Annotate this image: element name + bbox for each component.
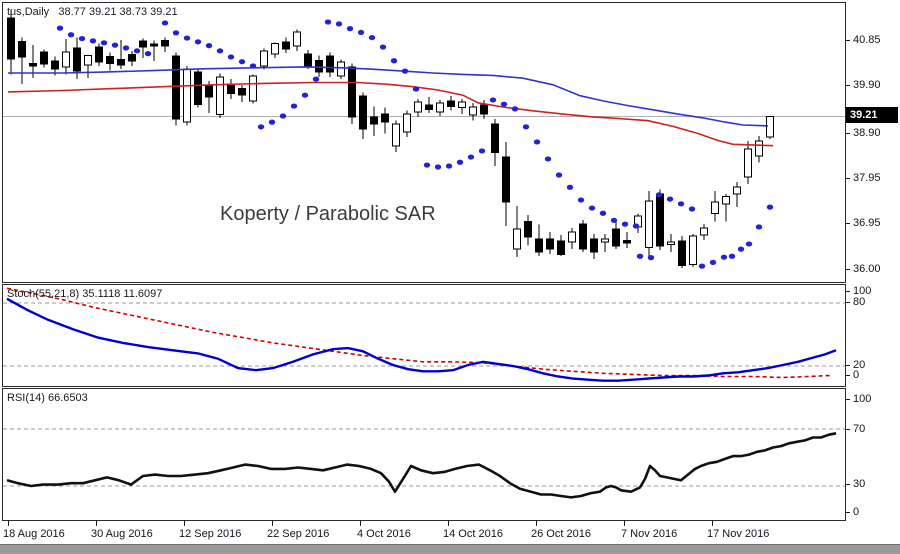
symbol-timeframe-label: tus,Daily: [7, 6, 50, 18]
window-bottom-edge: [0, 544, 900, 554]
main-price-panel[interactable]: tus,Daily 38.77 39.21 38.73 39.21 Kopert…: [2, 2, 846, 283]
rsi-axis-label: 70: [853, 423, 866, 435]
price-axis-label: 40.85: [853, 34, 881, 46]
price-axis-label: 36.95: [853, 217, 881, 229]
rsi-axis-tick: [845, 429, 850, 430]
price-axis-tick: [845, 85, 850, 86]
stochastic-label: Stoch(55,21,8) 35.1118 11.6097: [7, 288, 163, 300]
price-axis-tick: [845, 178, 850, 179]
rsi-axis-label: 30: [853, 478, 866, 490]
stoch-axis-tick: [845, 365, 850, 366]
stoch-axis-tick: [845, 291, 850, 292]
chart-title: tus,Daily 38.77 39.21 38.73 39.21: [7, 6, 178, 18]
indicator-watermark-text: Koperty / Parabolic SAR: [220, 203, 436, 225]
time-axis-tick: [96, 520, 97, 526]
time-axis-tick: [360, 520, 361, 526]
price-axis-label: 36.00: [853, 263, 881, 275]
time-axis-tick: [272, 520, 273, 526]
candlestick-chart-canvas[interactable]: [3, 3, 845, 282]
current-price-badge: 39.21: [846, 107, 898, 123]
time-axis-label: 22 Sep 2016: [267, 528, 330, 540]
stoch-axis-label: 0: [853, 369, 860, 381]
rsi-axis-label: 0: [853, 506, 860, 518]
rsi-panel[interactable]: RSI(14) 66.6503: [2, 388, 846, 521]
time-axis-label: 18 Aug 2016: [3, 528, 65, 540]
rsi-axis-tick: [845, 512, 850, 513]
stoch-axis-tick: [845, 302, 850, 303]
stoch-axis-label: 80: [853, 296, 866, 308]
time-axis-label: 17 Nov 2016: [707, 528, 770, 540]
time-axis-label: 14 Oct 2016: [443, 528, 503, 540]
time-axis-tick: [536, 520, 537, 526]
stochastic-panel[interactable]: Stoch(55,21,8) 35.1118 11.6097: [2, 284, 846, 387]
stoch-axis-label: 100: [853, 285, 872, 297]
ohlc-values-label: 38.77 39.21 38.73 39.21: [58, 6, 178, 18]
time-axis-label: 4 Oct 2016: [357, 528, 411, 540]
time-axis-tick: [8, 520, 9, 526]
price-axis-label: 37.95: [853, 172, 881, 184]
time-axis-label: 12 Sep 2016: [179, 528, 242, 540]
stoch-axis-tick: [845, 375, 850, 376]
rsi-axis-label: 100: [853, 393, 872, 405]
price-axis-label: 39.90: [853, 79, 881, 91]
stochastic-chart-canvas: [3, 287, 845, 382]
rsi-axis-tick: [845, 399, 850, 400]
time-axis-tick: [448, 520, 449, 526]
price-axis-tick: [845, 269, 850, 270]
time-axis-tick: [624, 520, 625, 526]
price-axis-tick: [845, 223, 850, 224]
rsi-axis-tick: [845, 484, 850, 485]
time-axis-label: 26 Oct 2016: [531, 528, 591, 540]
price-axis-tick: [845, 133, 850, 134]
rsi-chart-canvas: [3, 428, 845, 499]
time-axis-label: 30 Aug 2016: [91, 528, 153, 540]
price-axis-tick: [845, 40, 850, 41]
time-axis-label: 7 Nov 2016: [621, 528, 678, 540]
price-axis-label: 38.90: [853, 127, 881, 139]
time-axis-tick: [184, 520, 185, 526]
time-axis-tick: [712, 520, 713, 526]
stoch-axis-label: 20: [853, 359, 866, 371]
rsi-label: RSI(14) 66.6503: [7, 392, 88, 404]
